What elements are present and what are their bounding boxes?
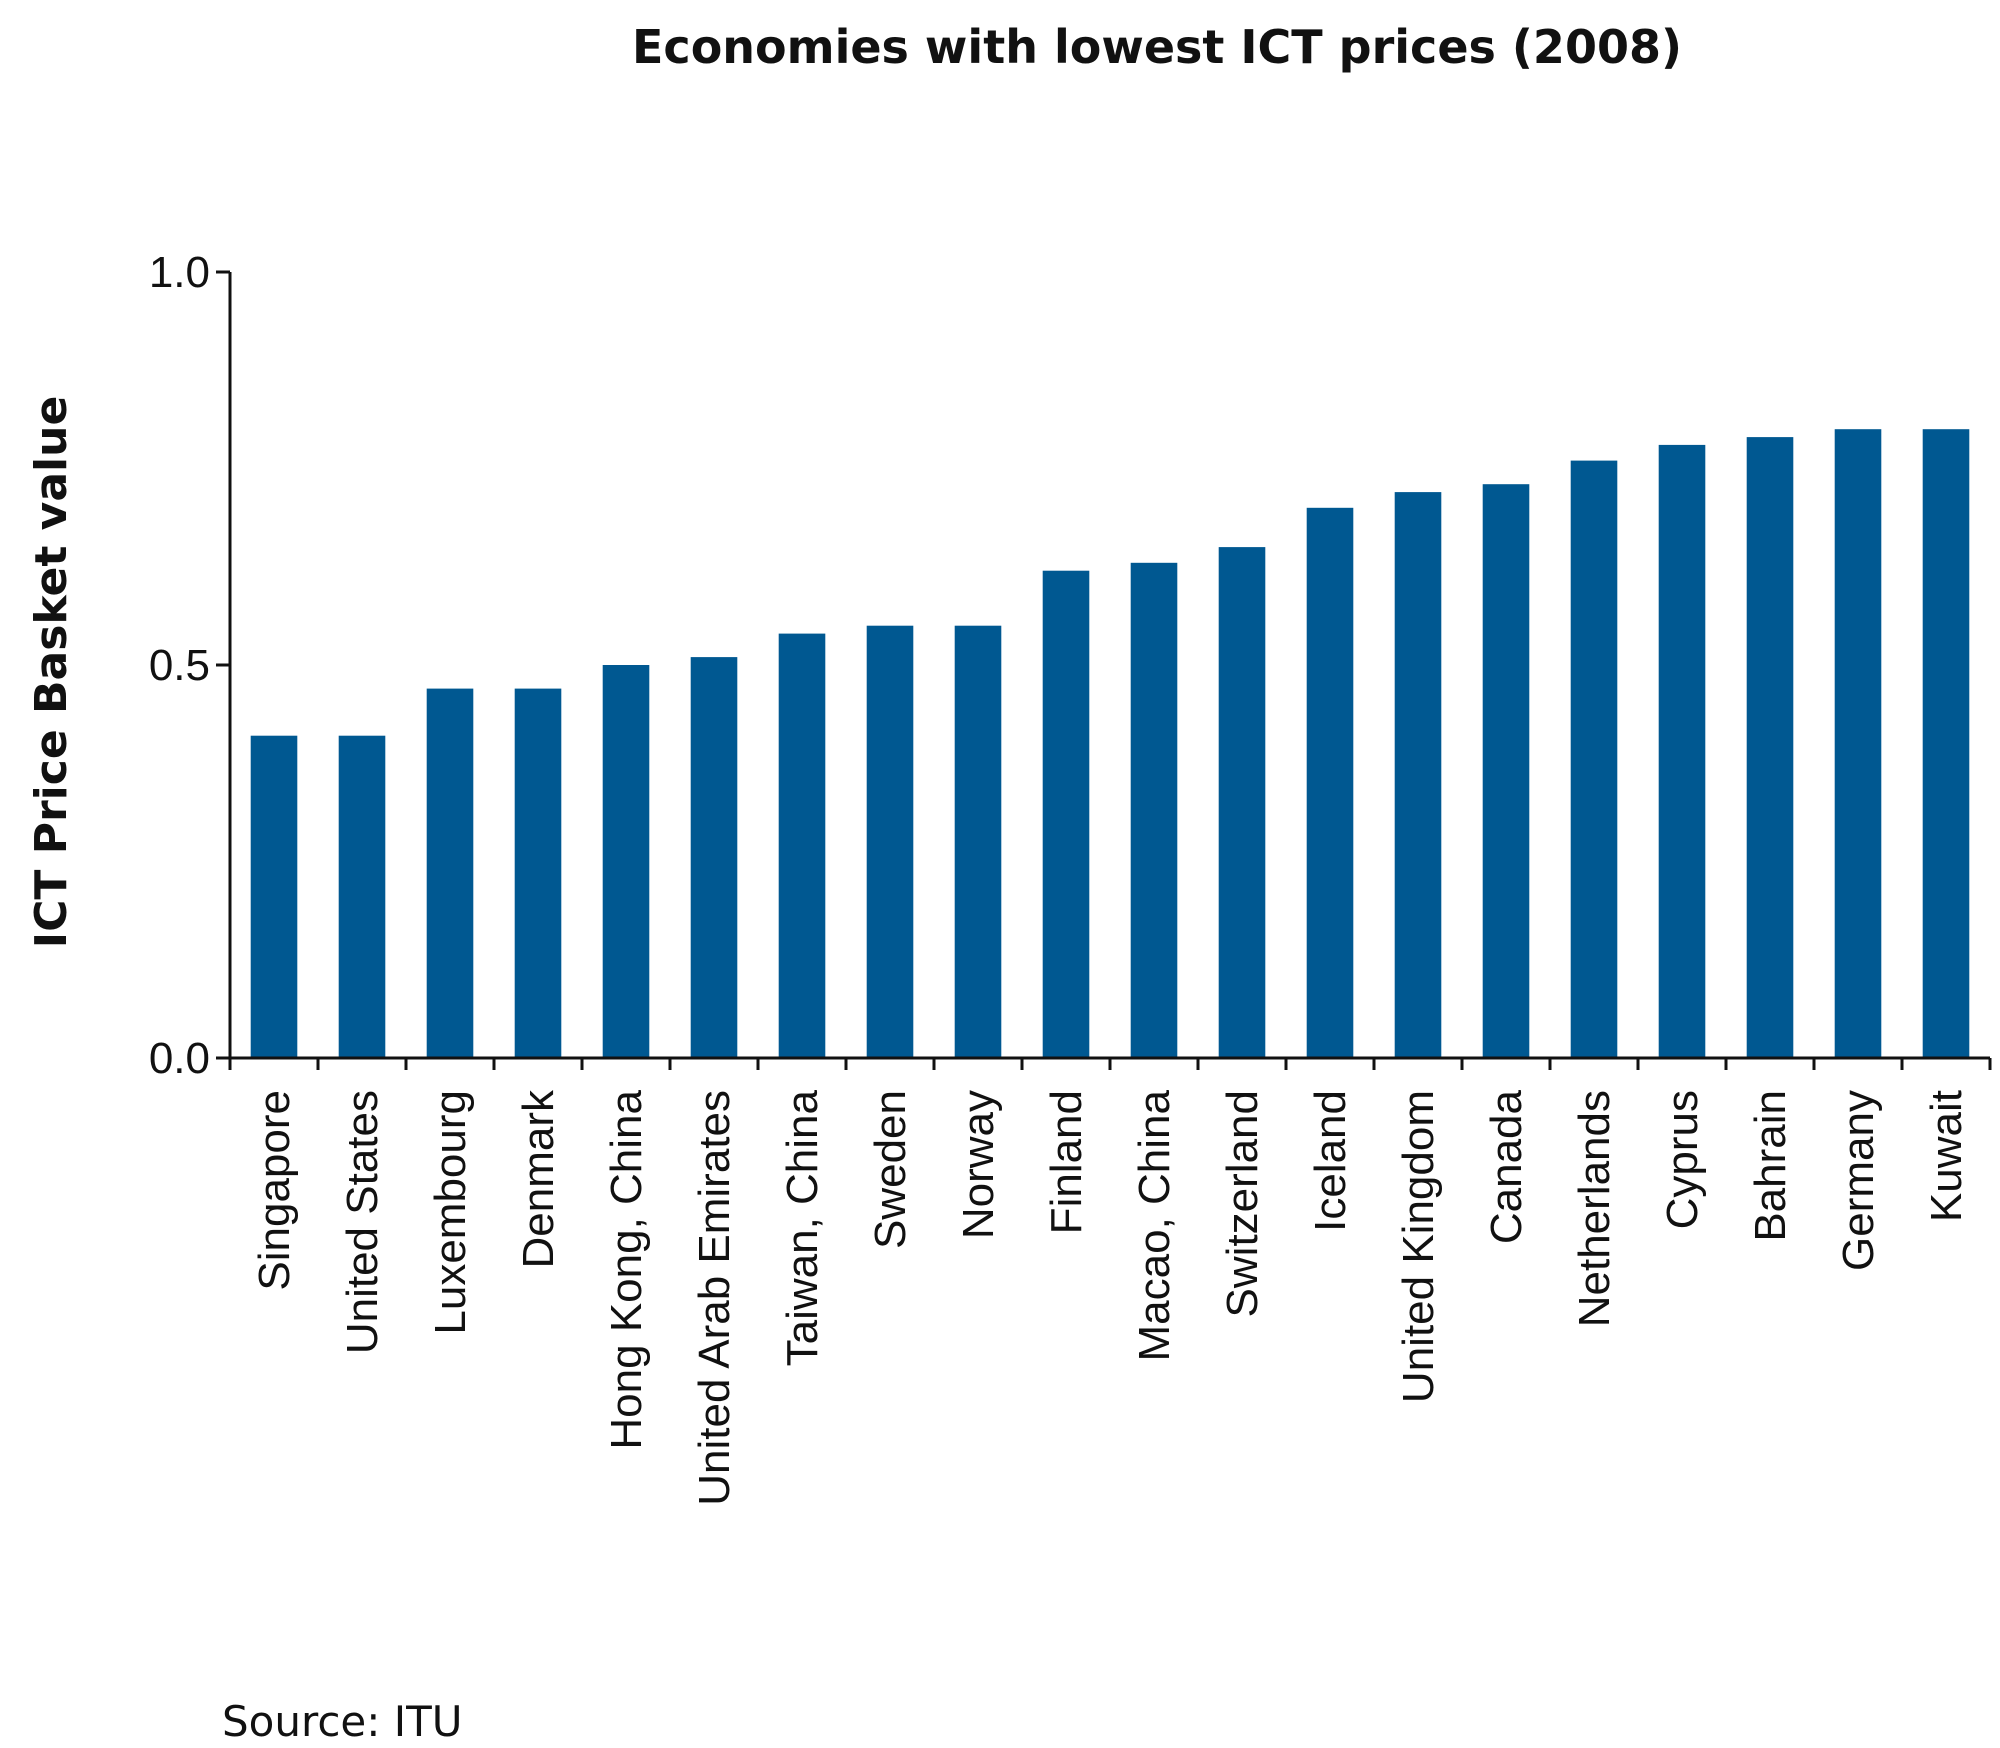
x-ticks-group bbox=[228, 1058, 1992, 1070]
bar-luxembourg bbox=[426, 688, 474, 1058]
y-tick-label: 1.0 bbox=[149, 248, 210, 297]
bar-finland bbox=[1042, 570, 1090, 1058]
bar-united-states bbox=[338, 735, 386, 1058]
x-tick-label: Sweden bbox=[866, 1090, 915, 1249]
x-tick-label: Hong Kong, China bbox=[602, 1089, 651, 1449]
y-axis-label: ICT Price Basket value bbox=[26, 396, 77, 949]
chart-title: Economies with lowest ICT prices (2008) bbox=[632, 20, 1682, 74]
bar-united-arab-emirates bbox=[690, 657, 738, 1058]
x-tick-label: United Arab Emirates bbox=[690, 1090, 739, 1506]
bar-kuwait bbox=[1922, 429, 1970, 1058]
x-tick-label: Canada bbox=[1482, 1089, 1531, 1244]
bar-taiwan-china bbox=[778, 633, 826, 1058]
y-tick-label: 0.0 bbox=[149, 1034, 210, 1083]
x-tick-label: United States bbox=[338, 1090, 387, 1354]
x-tick-label: Singapore bbox=[250, 1090, 299, 1291]
bar-cyprus bbox=[1658, 444, 1706, 1058]
x-tick-label: Luxembourg bbox=[426, 1090, 475, 1335]
source-note: Source: ITU bbox=[222, 1697, 463, 1746]
x-tick-label: Taiwan, China bbox=[778, 1089, 827, 1366]
x-tick-label: Finland bbox=[1042, 1090, 1091, 1234]
bar-hong-kong-china bbox=[602, 665, 650, 1058]
bar-netherlands bbox=[1570, 460, 1618, 1059]
x-tick-label: Germany bbox=[1834, 1090, 1883, 1271]
x-tick-label: Netherlands bbox=[1570, 1090, 1619, 1327]
bar-germany bbox=[1834, 429, 1882, 1058]
x-tick-label: Iceland bbox=[1306, 1090, 1355, 1232]
bar-denmark bbox=[514, 688, 562, 1058]
x-tick-label: United Kingdom bbox=[1394, 1090, 1443, 1403]
bar-canada bbox=[1482, 484, 1530, 1058]
x-tick-label: Bahrain bbox=[1746, 1090, 1795, 1242]
bar-macao-china bbox=[1130, 562, 1178, 1058]
x-tick-label: Kuwait bbox=[1922, 1090, 1971, 1222]
x-labels-group: Singapore United States Luxembourg Denmark H… bbox=[250, 1089, 1971, 1506]
bars-group bbox=[250, 429, 1970, 1059]
bar-sweden bbox=[866, 625, 914, 1058]
x-tick-label: Macao, China bbox=[1130, 1089, 1179, 1361]
y-tick-label: 0.5 bbox=[149, 641, 210, 690]
bar-singapore bbox=[250, 735, 298, 1058]
bar-united-kingdom bbox=[1394, 492, 1442, 1059]
bar-switzerland bbox=[1218, 547, 1266, 1058]
bar-bahrain bbox=[1746, 437, 1794, 1059]
x-tick-label: Switzerland bbox=[1218, 1090, 1267, 1317]
bar-iceland bbox=[1306, 507, 1354, 1058]
y-ticks-group: 0.0 0.5 1.0 bbox=[149, 248, 230, 1083]
bar-norway bbox=[954, 625, 1002, 1058]
x-tick-label: Norway bbox=[954, 1090, 1003, 1239]
x-tick-label: Cyprus bbox=[1658, 1090, 1707, 1229]
x-tick-label: Denmark bbox=[514, 1089, 563, 1268]
